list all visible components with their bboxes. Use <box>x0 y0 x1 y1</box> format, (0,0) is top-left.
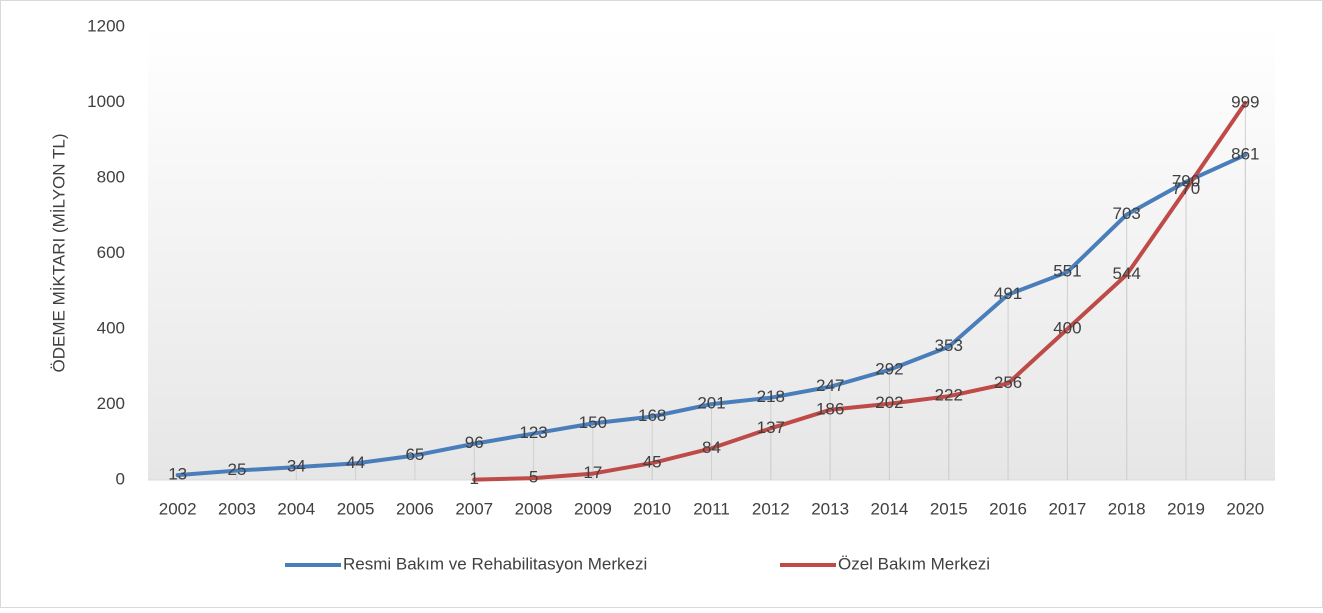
x-tick-label: 2016 <box>989 499 1027 518</box>
data-label: 218 <box>757 387 785 406</box>
x-tick-label: 2007 <box>455 499 493 518</box>
x-tick-label: 2009 <box>574 499 612 518</box>
data-label: 551 <box>1053 261 1081 280</box>
data-label: 703 <box>1113 204 1141 223</box>
x-tick-label: 2014 <box>871 499 909 518</box>
series-line <box>472 100 1248 482</box>
series-line <box>175 152 1248 478</box>
data-label: 84 <box>702 438 721 457</box>
data-label: 186 <box>816 399 844 418</box>
x-tick-label: 2013 <box>811 499 849 518</box>
y-tick-label: 200 <box>97 394 125 413</box>
data-label: 491 <box>994 284 1022 303</box>
data-label: 65 <box>405 445 424 464</box>
data-label: 168 <box>638 406 666 425</box>
data-label: 292 <box>875 359 903 378</box>
x-tick-label: 2019 <box>1167 499 1205 518</box>
data-label: 45 <box>643 452 662 471</box>
data-label: 137 <box>757 418 785 437</box>
data-label: 25 <box>228 460 247 479</box>
data-label: 999 <box>1231 92 1259 111</box>
data-label: 150 <box>579 413 607 432</box>
legend-label: Resmi Bakım ve Rehabilitasyon Merkezi <box>343 554 647 573</box>
x-tick-label: 2020 <box>1226 499 1264 518</box>
y-tick-label: 1000 <box>87 92 125 111</box>
y-tick-label: 800 <box>97 167 125 186</box>
x-tick-label: 2012 <box>752 499 790 518</box>
data-label: 353 <box>935 336 963 355</box>
x-tick-label: 2004 <box>277 499 315 518</box>
x-tick-label: 2002 <box>159 499 197 518</box>
y-tick-label: 0 <box>116 469 125 488</box>
data-label: 202 <box>875 393 903 412</box>
y-axis-label: ÖDEME MİKTARI (MİLYON TL) <box>49 134 68 373</box>
data-label: 222 <box>935 386 963 405</box>
data-label: 5 <box>529 468 538 487</box>
data-label: 96 <box>465 433 484 452</box>
data-label: 400 <box>1053 318 1081 337</box>
data-label: 17 <box>583 463 602 482</box>
data-label: 201 <box>697 394 725 413</box>
x-tick-label: 2005 <box>337 499 375 518</box>
y-tick-label: 1200 <box>87 16 125 35</box>
data-label: 123 <box>519 423 547 442</box>
y-tick-label: 600 <box>97 243 125 262</box>
data-label: 256 <box>994 373 1022 392</box>
x-tick-label: 2017 <box>1048 499 1086 518</box>
data-label: 247 <box>816 376 844 395</box>
x-tick-label: 2010 <box>633 499 671 518</box>
data-label: 13 <box>168 465 187 484</box>
x-tick-label: 2003 <box>218 499 256 518</box>
x-tick-label: 2011 <box>693 499 730 518</box>
data-label: 770 <box>1172 179 1200 198</box>
data-label: 34 <box>287 457 306 476</box>
x-tick-label: 2018 <box>1108 499 1146 518</box>
x-tick-label: 2006 <box>396 499 434 518</box>
data-label: 861 <box>1231 144 1259 163</box>
data-label: 44 <box>346 453 365 472</box>
data-label: 544 <box>1113 264 1141 283</box>
y-tick-label: 400 <box>97 318 125 337</box>
data-label: 1 <box>470 469 479 488</box>
data-label: 790 <box>1172 171 1200 190</box>
x-tick-label: 2008 <box>515 499 553 518</box>
legend-label: Özel Bakım Merkezi <box>838 554 990 573</box>
x-tick-label: 2015 <box>930 499 968 518</box>
